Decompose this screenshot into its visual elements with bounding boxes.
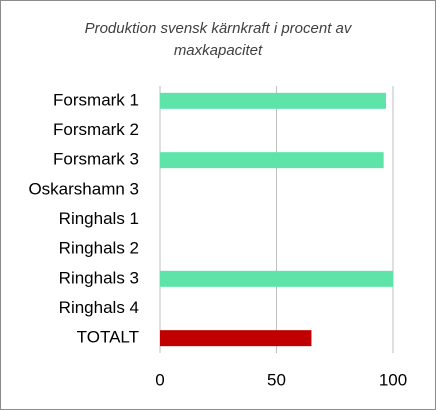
bar (160, 330, 312, 347)
y-tick-label: Forsmark 3 (53, 150, 139, 169)
x-tick-label: 0 (155, 370, 164, 389)
y-tick-label: Ringhals 4 (59, 298, 139, 317)
y-tick-label: Forsmark 1 (53, 90, 139, 109)
bar (160, 152, 384, 169)
y-tick-label: Forsmark 2 (53, 120, 139, 139)
bar (160, 270, 393, 287)
y-tick-label: Ringhals 3 (59, 268, 139, 287)
y-tick-label: Ringhals 1 (59, 209, 139, 228)
y-tick-label: Ringhals 2 (59, 239, 139, 258)
x-tick-label: 100 (379, 370, 407, 389)
y-tick-label: Oskarshamn 3 (28, 179, 139, 198)
x-tick-label: 50 (267, 370, 286, 389)
y-tick-label: TOTALT (77, 328, 139, 347)
chart-title: Produktion svensk kärnkraft i procent av… (84, 20, 352, 59)
bar (160, 92, 387, 109)
